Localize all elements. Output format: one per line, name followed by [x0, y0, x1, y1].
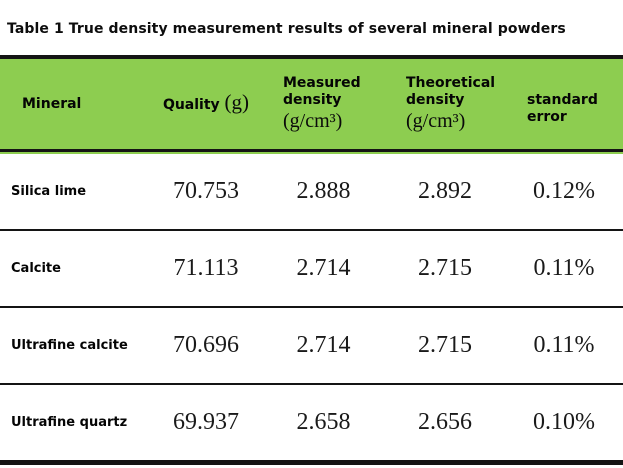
- header-underline-accent: [0, 152, 623, 154]
- table-row: Ultrafine quartz 69.937 2.658 2.656 0.10…: [0, 385, 623, 465]
- table-caption: Table 1 True density measurement results…: [7, 21, 566, 37]
- table-row: Calcite 71.113 2.714 2.715 0.11%: [0, 231, 623, 308]
- col-header-quality-unit: (g): [224, 90, 250, 114]
- cell-theoretical-density: 2.892: [418, 178, 472, 204]
- col-header-theoretical-density-unit: (g/cm³): [406, 110, 466, 132]
- cell-standard-error: 0.11%: [533, 332, 595, 358]
- col-header-mineral-label: Mineral: [22, 95, 82, 112]
- cell-mineral: Ultrafine calcite: [11, 338, 128, 353]
- cell-measured-density: 2.714: [296, 255, 351, 281]
- cell-mineral: Silica lime: [11, 184, 87, 199]
- cell-quality: 69.937: [173, 409, 239, 435]
- cell-theoretical-density: 2.715: [418, 332, 472, 358]
- col-header-measured-density-label: Measured density: [283, 75, 361, 108]
- cell-standard-error: 0.11%: [533, 255, 595, 281]
- cell-measured-density: 2.658: [296, 409, 351, 435]
- cell-measured-density: 2.888: [296, 178, 351, 204]
- cell-measured-density: 2.714: [296, 332, 351, 358]
- cell-quality: 71.113: [173, 255, 239, 281]
- col-header-quality: Quality (g): [150, 92, 262, 114]
- cell-theoretical-density: 2.656: [418, 409, 472, 435]
- col-header-standard-error: standard error: [505, 82, 623, 126]
- density-results-table: Mineral Quality (g) Measured density (g/…: [0, 55, 623, 465]
- col-header-mineral: Mineral: [0, 96, 150, 113]
- col-header-standard-error-label: standard error: [527, 92, 598, 125]
- table-row: Silica lime 70.753 2.888 2.892 0.12%: [0, 154, 623, 231]
- cell-theoretical-density: 2.715: [418, 255, 472, 281]
- cell-quality: 70.753: [173, 178, 239, 204]
- col-header-measured-density-unit: (g/cm³): [283, 110, 343, 132]
- col-header-theoretical-density-label: Theoretical density: [406, 75, 496, 108]
- table-header-row: Mineral Quality (g) Measured density (g/…: [0, 55, 623, 152]
- table-row: Ultrafine calcite 70.696 2.714 2.715 0.1…: [0, 308, 623, 385]
- cell-standard-error: 0.12%: [533, 178, 595, 204]
- col-header-quality-label: Quality: [162, 97, 220, 113]
- cell-standard-error: 0.10%: [533, 409, 595, 435]
- cell-mineral: Calcite: [11, 261, 61, 276]
- cell-quality: 70.696: [173, 332, 239, 358]
- col-header-theoretical-density: Theoretical density (g/cm³): [385, 75, 505, 133]
- cell-mineral: Ultrafine quartz: [11, 415, 128, 430]
- col-header-measured-density: Measured density (g/cm³): [262, 75, 385, 133]
